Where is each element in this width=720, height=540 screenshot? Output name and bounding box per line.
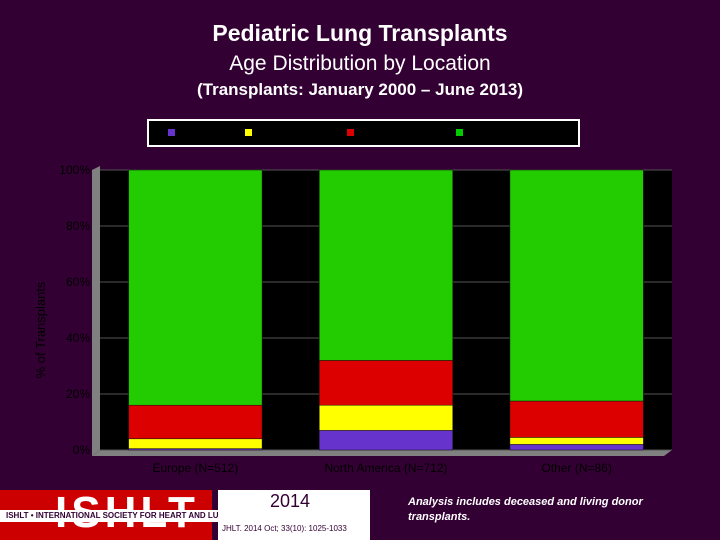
x-category-label: North America (N=712): [324, 461, 447, 475]
bar-segment: [128, 169, 263, 406]
bar-segment: [319, 169, 453, 361]
bar-segment: [509, 169, 644, 402]
bar-segment: [128, 404, 263, 440]
legend-swatch: [245, 129, 252, 136]
y-tick-label: 80%: [66, 219, 90, 233]
ishlt-logo: ISHLT ISHLT • INTERNATIONAL SOCIETY FOR …: [0, 488, 370, 540]
y-tick-label: 100%: [59, 163, 90, 177]
bar-segment: [319, 360, 453, 406]
y-tick-label: 0%: [73, 443, 91, 457]
legend: [147, 119, 580, 147]
legend-swatch: [168, 129, 175, 136]
bar-segment: [128, 438, 263, 449]
bar-segment: [509, 437, 644, 445]
citation: JHLT. 2014 Oct; 33(10): 1025-1033: [222, 524, 347, 533]
logo-tagline: ISHLT • INTERNATIONAL SOCIETY FOR HEART …: [6, 511, 311, 520]
y-tick-label: 20%: [66, 387, 90, 401]
bar-segment: [319, 404, 453, 431]
bar-segment: [509, 400, 644, 438]
chart-date-range: (Transplants: January 2000 – June 2013): [197, 80, 523, 99]
y-tick-label: 60%: [66, 275, 90, 289]
chart-side-wall: [92, 166, 100, 456]
bar-segment: [509, 444, 644, 451]
x-category-label: Other (N=86): [541, 461, 611, 475]
stacked-bar-chart: 0% 20% 40% 60% 80% 100% % of Transplants Europe…: [33, 163, 672, 475]
x-category-label: Europe (N=512): [152, 461, 238, 475]
legend-swatch: [347, 129, 354, 136]
report-year: 2014: [270, 491, 311, 511]
year-box: 2014 JHLT. 2014 Oct; 33(10): 1025-1033: [218, 490, 370, 540]
legend-swatch: [456, 129, 463, 136]
chart-floor: [92, 450, 672, 456]
bar-segment: [319, 430, 453, 451]
y-axis-label: % of Transplants: [33, 281, 48, 378]
y-tick-label: 40%: [66, 331, 90, 345]
chart-title: Pediatric Lung Transplants: [212, 20, 508, 46]
analysis-note: Analysis includes deceased and living do…: [408, 496, 643, 523]
chart-subtitle: Age Distribution by Location: [229, 52, 491, 75]
